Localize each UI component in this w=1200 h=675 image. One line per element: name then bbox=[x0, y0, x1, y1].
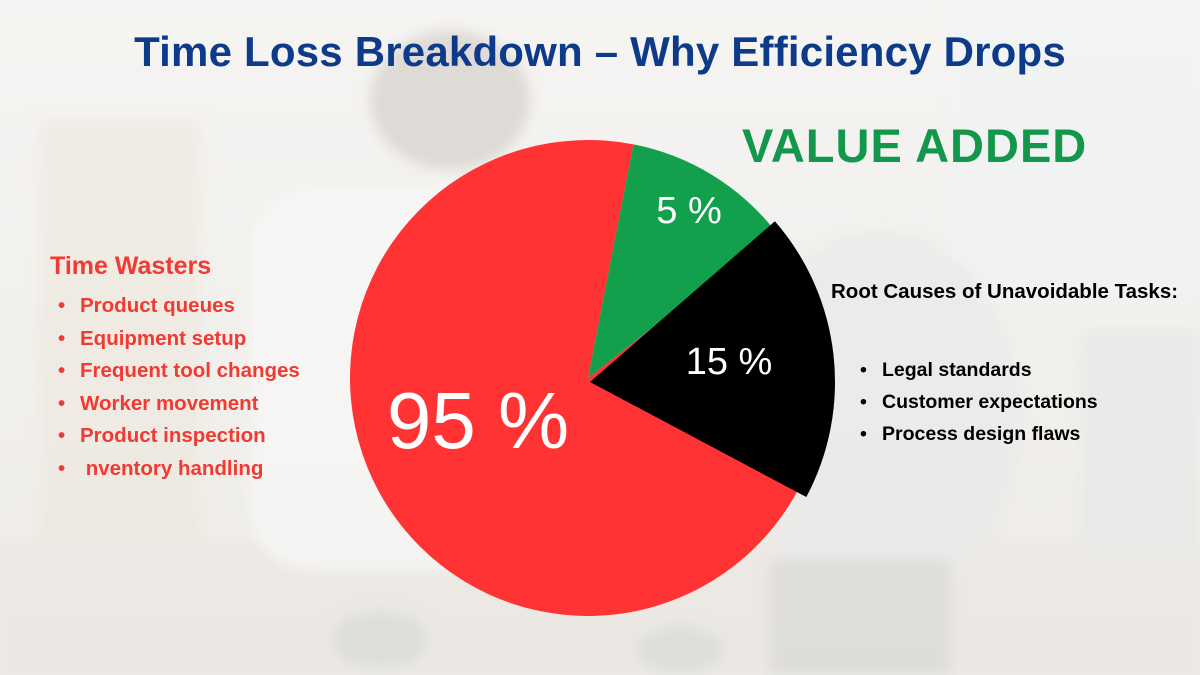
list-item: Legal standards bbox=[860, 356, 1098, 388]
list-item: Customer expectations bbox=[860, 388, 1098, 420]
time-wasters-heading: Time Wasters bbox=[50, 252, 212, 280]
list-item: Process design flaws bbox=[860, 420, 1098, 452]
list-item: nventory handling bbox=[58, 455, 300, 488]
list-item: Frequent tool changes bbox=[58, 357, 300, 390]
list-item: Product inspection bbox=[58, 422, 300, 455]
list-item: Product queues bbox=[58, 292, 300, 325]
list-item: Equipment setup bbox=[58, 325, 300, 358]
value-added-label: VALUE ADDED bbox=[742, 119, 1088, 172]
list-item: Worker movement bbox=[58, 390, 300, 423]
pie-slice-value-added bbox=[588, 144, 776, 378]
pie-label-unavoidable: 15 % bbox=[686, 341, 773, 383]
pie-slice-unavoidable bbox=[590, 221, 835, 498]
pie-label-value-added: 5 % bbox=[656, 190, 721, 232]
page-title: Time Loss Breakdown – Why Efficiency Dro… bbox=[134, 28, 1066, 75]
time-wasters-list: Product queues Equipment setup Frequent … bbox=[58, 292, 300, 487]
root-causes-list: Legal standards Customer expectations Pr… bbox=[860, 356, 1098, 452]
root-causes-heading: Root Causes of Unavoidable Tasks: bbox=[831, 280, 1179, 303]
pie-label-waste: 95 % bbox=[387, 376, 569, 465]
